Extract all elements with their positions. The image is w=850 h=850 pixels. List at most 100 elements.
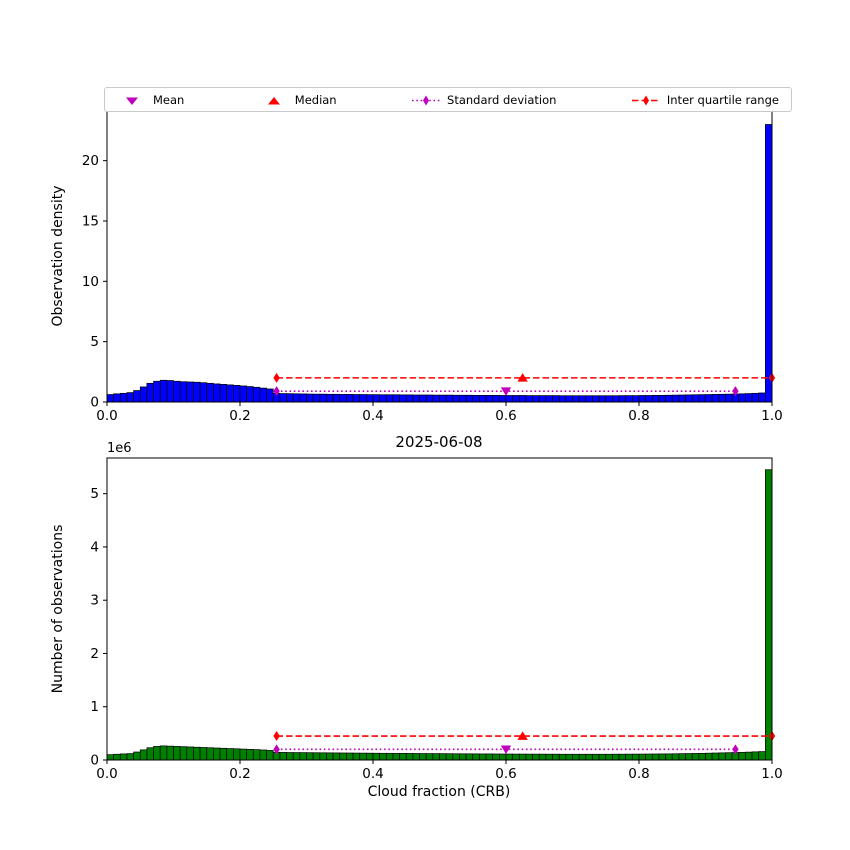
histogram-bar xyxy=(432,394,440,403)
histogram-bar xyxy=(193,746,201,761)
histogram-bar xyxy=(532,753,540,761)
histogram-bar xyxy=(492,753,500,761)
median-triangle-up-icon xyxy=(267,96,280,104)
histogram-bar xyxy=(625,395,633,403)
histogram-bar xyxy=(259,749,267,761)
x-tick-label: 0.4 xyxy=(362,766,383,782)
histogram-bar xyxy=(239,748,248,761)
axis-ticks: 0.0 0.2 0.4 0.6 0.8 1.0 0 1 2 3 4 5 xyxy=(90,486,782,782)
histogram-bar xyxy=(299,393,307,403)
histogram-bar xyxy=(366,394,374,403)
histogram-bar xyxy=(445,753,454,761)
histogram-bar xyxy=(126,753,134,761)
histogram-bar xyxy=(439,753,447,761)
triangle-down-glyph xyxy=(126,97,138,105)
histogram-bar xyxy=(359,752,367,761)
histogram-bar xyxy=(585,395,593,403)
histogram-bar xyxy=(465,753,474,761)
x-tick-label: 0.2 xyxy=(229,766,250,782)
x-tick-label: 1.0 xyxy=(761,766,782,782)
histogram-bar xyxy=(459,394,467,403)
y-tick-label: 10 xyxy=(82,274,99,290)
histogram-bar xyxy=(698,394,706,403)
histogram-bar xyxy=(751,751,760,761)
x-tick-label: 0.6 xyxy=(495,766,516,782)
histogram-bar xyxy=(578,395,587,403)
histogram-bar xyxy=(133,751,141,761)
histogram-bar xyxy=(565,395,573,403)
histogram-bar xyxy=(764,124,773,403)
histogram-bar xyxy=(685,753,693,761)
histogram-bar xyxy=(299,752,307,761)
histogram-bar xyxy=(678,753,686,761)
iqr-dashed-diamond-icon xyxy=(631,95,660,105)
x-tick-label: 0.0 xyxy=(96,766,117,782)
histogram-bar xyxy=(219,747,228,761)
histogram-bar xyxy=(372,752,381,761)
histogram-bar xyxy=(545,395,553,403)
histogram-bar xyxy=(153,380,161,403)
histogram-bar xyxy=(173,380,181,403)
histogram-bar xyxy=(665,394,673,403)
histogram-bar xyxy=(405,753,414,761)
histogram-bar xyxy=(372,394,381,403)
histogram-bar xyxy=(605,753,613,761)
histogram-bar xyxy=(366,752,374,761)
histogram-bar xyxy=(346,752,354,761)
histogram-bar xyxy=(718,393,726,403)
histogram-bar xyxy=(552,753,560,761)
histogram-bar xyxy=(412,753,420,761)
histogram-bar xyxy=(638,753,647,761)
histogram-bar xyxy=(206,382,214,403)
histogram-bar xyxy=(179,381,188,403)
histogram-bar xyxy=(618,753,627,761)
diamond-glyph xyxy=(642,95,649,105)
histogram-bar xyxy=(485,395,494,403)
histogram-bar xyxy=(625,753,633,761)
histogram-bar xyxy=(405,394,414,403)
histogram-bar xyxy=(651,395,660,403)
histogram-bar xyxy=(738,751,746,761)
diamond-marker xyxy=(273,372,280,383)
histogram-bar xyxy=(259,387,267,403)
top-ylabel: Observation density xyxy=(50,185,66,326)
histogram-bar xyxy=(452,394,460,403)
histogram-bar xyxy=(545,753,553,761)
axes-frame xyxy=(106,457,773,761)
y-tick-label: 15 xyxy=(82,214,99,230)
y-tick-label: 4 xyxy=(90,539,99,555)
x-tick-label: 0.6 xyxy=(495,408,516,424)
histogram-bar xyxy=(385,752,394,761)
histogram-bar xyxy=(598,753,607,761)
histogram-bar xyxy=(279,393,287,403)
histogram-bar xyxy=(558,753,567,761)
histogram-bar xyxy=(199,382,208,403)
histogram-bar xyxy=(592,753,600,761)
histogram-bar xyxy=(638,395,647,403)
histogram-bar xyxy=(206,747,214,761)
histogram-bar xyxy=(518,395,527,403)
histogram-bar xyxy=(233,748,241,761)
histogram-bar xyxy=(605,395,613,403)
histogram-bar xyxy=(133,390,141,403)
histogram-bar xyxy=(585,753,593,761)
histogram-bar xyxy=(239,385,248,403)
histogram-bar xyxy=(725,752,733,761)
histogram-bar xyxy=(538,395,547,403)
histogram-bar xyxy=(226,384,234,403)
histogram-bar xyxy=(226,748,234,761)
histogram-bars xyxy=(106,124,773,403)
legend-label-mean: Mean xyxy=(153,92,185,107)
x-tick-label: 0.2 xyxy=(229,408,250,424)
histogram-bar xyxy=(399,753,407,761)
histogram-bar xyxy=(379,394,387,403)
legend-entry-median: Median xyxy=(259,93,337,107)
histogram-bar xyxy=(166,380,174,403)
histogram-bar xyxy=(665,753,673,761)
y-tick-label: 0 xyxy=(90,753,99,769)
histogram-bar xyxy=(711,394,720,403)
histogram-bar xyxy=(286,393,294,403)
y-tick-label: 0 xyxy=(90,395,99,411)
histogram-bar xyxy=(339,752,347,761)
histogram-bar xyxy=(685,394,693,403)
